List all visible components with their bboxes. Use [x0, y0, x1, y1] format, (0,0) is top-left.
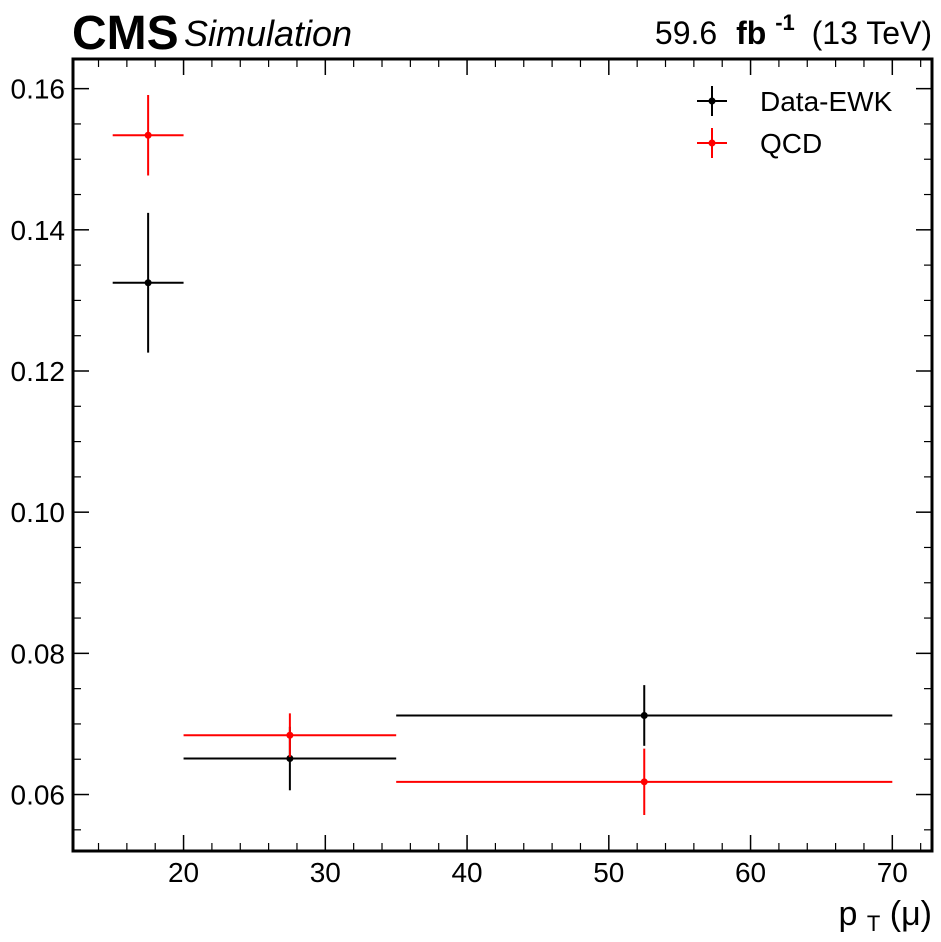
x-axis-label-main: p — [838, 895, 857, 933]
data-point — [112, 212, 184, 353]
series-data-ewk — [112, 212, 893, 791]
data-point — [183, 726, 397, 791]
axis-ticks: 20 30 40 50 60 70 0.06 0.08 0.10 0.12 0.14 0.16 — [11, 59, 932, 888]
legend-entry: Data-EWK — [697, 86, 893, 117]
y-tick-label: 0.06 — [11, 780, 66, 811]
data-points — [112, 95, 893, 815]
series-qcd — [112, 95, 893, 815]
y-tick-label: 0.08 — [11, 638, 66, 669]
data-point — [396, 748, 893, 815]
point-marker — [640, 711, 648, 719]
y-tick-label: 0.14 — [11, 215, 66, 246]
y-tick-label: 0.10 — [11, 497, 66, 528]
simulation-tag: Simulation — [184, 13, 352, 54]
energy-label: (13 TeV) — [812, 15, 932, 51]
x-axis-label: p T (μ) — [838, 895, 932, 939]
legend: Data-EWK QCD — [697, 86, 893, 159]
legend-marker-dot — [708, 139, 716, 147]
lumi-exponent: -1 — [775, 10, 795, 35]
point-marker — [640, 778, 648, 786]
point-marker — [286, 731, 294, 739]
point-marker — [144, 131, 152, 139]
legend-label: Data-EWK — [760, 86, 893, 117]
data-point — [396, 685, 893, 746]
x-tick-label: 70 — [877, 857, 908, 888]
x-tick-label: 20 — [168, 857, 199, 888]
y-tick-label: 0.12 — [11, 356, 66, 387]
luminosity-label: 59.6 fb -1 (13 TeV) — [655, 1, 932, 51]
x-tick-label: 60 — [735, 857, 766, 888]
legend-entry: QCD — [697, 128, 822, 159]
x-axis-label-subscript: T — [867, 911, 880, 936]
point-marker — [144, 279, 152, 287]
lumi-unit: fb — [736, 15, 766, 51]
legend-marker-dot — [708, 97, 716, 105]
x-tick-label: 50 — [593, 857, 624, 888]
data-point — [112, 95, 184, 176]
lumi-value: 59.6 — [655, 15, 717, 51]
x-axis-label-tail: (μ) — [890, 895, 932, 933]
point-marker — [286, 755, 294, 763]
x-tick-label: 40 — [451, 857, 482, 888]
legend-label: QCD — [760, 128, 822, 159]
x-tick-label: 30 — [310, 857, 341, 888]
y-tick-label: 0.16 — [11, 74, 66, 105]
data-point — [183, 713, 397, 758]
experiment-label: CMS — [72, 7, 179, 60]
plot-frame — [71, 57, 934, 853]
